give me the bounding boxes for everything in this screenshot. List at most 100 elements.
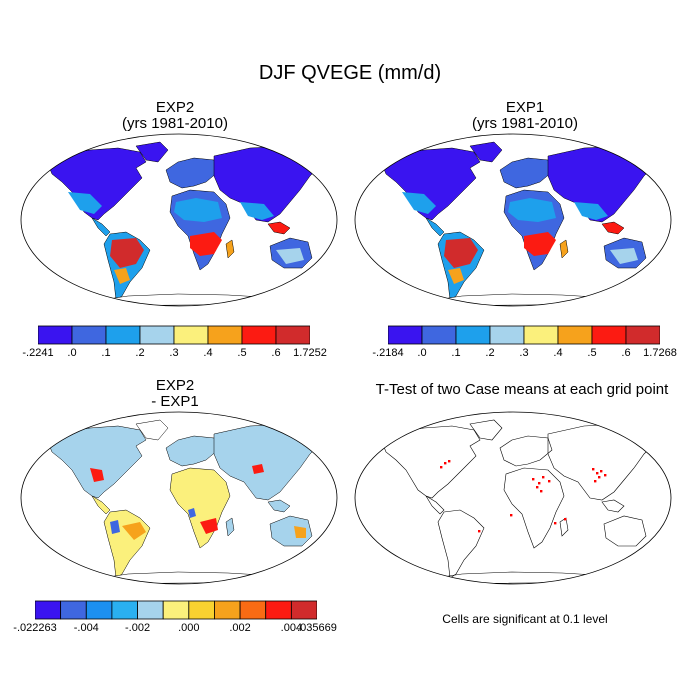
colorbar-diff-labels: -.022263 -.004 -.002 .000 .002 .004.035669: [13, 622, 337, 636]
value-patch-1: [122, 522, 146, 540]
value-patch-5: [114, 268, 130, 284]
colorbar-tick-label: .3: [519, 347, 529, 359]
africa-outline: [503, 467, 565, 549]
colorbar-tick-label: .6: [271, 347, 281, 359]
colorbar-tick-label: .4: [553, 347, 563, 359]
colorbar-tick-label: .0: [417, 347, 427, 359]
colorbar-tick-label: -.002: [124, 622, 151, 634]
colorbar-box: [625, 325, 660, 345]
central-america-region: [91, 217, 111, 237]
value-patch-0: [444, 238, 478, 268]
colorbar-diff: [35, 600, 317, 620]
significant-cell: [440, 466, 443, 469]
colorbar-tick-label: -.2184: [372, 347, 404, 359]
colorbar-tick-label: 1.7268: [643, 347, 677, 359]
value-patch-1: [190, 232, 222, 256]
greenland-outline: [469, 419, 503, 441]
madagascar-region: [225, 239, 235, 259]
colorbar-tick-label: .6: [621, 347, 631, 359]
colorbar-tick-label: -.2241: [22, 347, 54, 359]
value-patch-7: [188, 508, 196, 518]
colorbar-box: [591, 325, 627, 345]
value-patch-0: [90, 468, 104, 482]
southeast-asia-region: [267, 221, 291, 235]
colorbar-exp1: [388, 325, 660, 345]
colorbar-box: [421, 325, 457, 345]
europe-region: [165, 435, 219, 467]
significant-cell: [548, 480, 551, 483]
significant-cell: [444, 462, 447, 465]
figure-title: DJF QVEGE (mm/d): [258, 62, 442, 84]
significant-cell: [564, 518, 567, 521]
diff-subtitle: - EXP1: [151, 393, 199, 410]
significant-cell: [532, 478, 535, 481]
colorbar-tick-label: .0: [67, 347, 77, 359]
significance-note: Cells are significant at 0.1 level: [442, 612, 608, 626]
central-america-region: [91, 495, 111, 515]
madagascar-region: [225, 517, 235, 537]
colorbar-exp1-labels: -.2184 .0 .1 .2 .3 .4 .5 .6 1.7268: [372, 347, 676, 361]
australia-region: [269, 515, 313, 547]
significant-cell: [538, 482, 541, 485]
diff-title: EXP2: [155, 377, 195, 394]
colorbar-box: [455, 325, 491, 345]
value-patch-6: [276, 248, 304, 264]
colorbar-box: [105, 325, 141, 345]
central-america-region: [425, 217, 445, 237]
colorbar-tick-label: .5: [587, 347, 597, 359]
colorbar-exp2: [38, 325, 310, 345]
colorbar-box: [173, 325, 209, 345]
exp2-title: EXP2: [155, 99, 195, 116]
colorbar-box: [265, 600, 292, 620]
significant-cell: [448, 460, 451, 463]
value-patch-0: [110, 238, 144, 268]
colorbar-box: [239, 600, 267, 620]
north-america-region: [47, 425, 147, 499]
colorbar-box: [188, 600, 215, 620]
colorbar-box: [290, 600, 317, 620]
significant-cell: [510, 514, 513, 517]
value-patch-1: [524, 232, 556, 256]
value-patch-3: [110, 520, 120, 534]
greenland-region: [135, 141, 169, 163]
significant-cell: [598, 476, 601, 479]
colorbar-box: [35, 600, 62, 620]
map-ttest: [354, 411, 672, 585]
colorbar-box: [523, 325, 559, 345]
map-diff: [20, 411, 338, 585]
value-patch-3: [68, 192, 102, 214]
colorbar-box: [137, 600, 164, 620]
value-patch-2: [200, 518, 218, 534]
colorbar-tick-label: .1: [101, 347, 111, 359]
colorbar-tick-label: .4: [203, 347, 213, 359]
colorbar-tick-label: -.022263: [13, 622, 57, 634]
value-patch-6: [178, 474, 222, 494]
central-america-outline: [425, 495, 445, 515]
colorbar-box: [162, 600, 190, 620]
colorbar-box: [139, 325, 175, 345]
colorbar-box: [85, 600, 113, 620]
greenland-region: [469, 141, 503, 163]
panel-title-diff: EXP2 - EXP1: [40, 378, 310, 410]
colorbar-box: [489, 325, 525, 345]
significant-cell: [536, 486, 539, 489]
value-patch-3: [402, 192, 436, 214]
map-exp1: [354, 133, 672, 307]
value-patch-6: [610, 248, 638, 264]
colorbar-exp2-labels: -.2241 .0 .1 .2 .3 .4 .5 .6 1.7252: [22, 347, 326, 361]
europe-region: [499, 157, 553, 189]
europe-region: [165, 157, 219, 189]
exp1-title: EXP1: [505, 99, 545, 116]
colorbar-box: [388, 325, 423, 345]
colorbar-box: [207, 325, 243, 345]
greenland-region: [135, 419, 169, 441]
colorbar-box: [241, 325, 277, 345]
colorbar-tick-label: .1: [451, 347, 461, 359]
southeast-asia-region: [267, 499, 291, 513]
panel-title-exp2: EXP2 (yrs 1981-2010): [40, 100, 310, 132]
value-patch-2: [174, 198, 222, 222]
colorbar-tick-label: .004: [280, 622, 303, 634]
colorbar-tick-label: .3: [169, 347, 179, 359]
south-america-outline: [437, 509, 485, 579]
panel-title-ttest: T-Test of two Case means at each grid po…: [352, 382, 692, 398]
